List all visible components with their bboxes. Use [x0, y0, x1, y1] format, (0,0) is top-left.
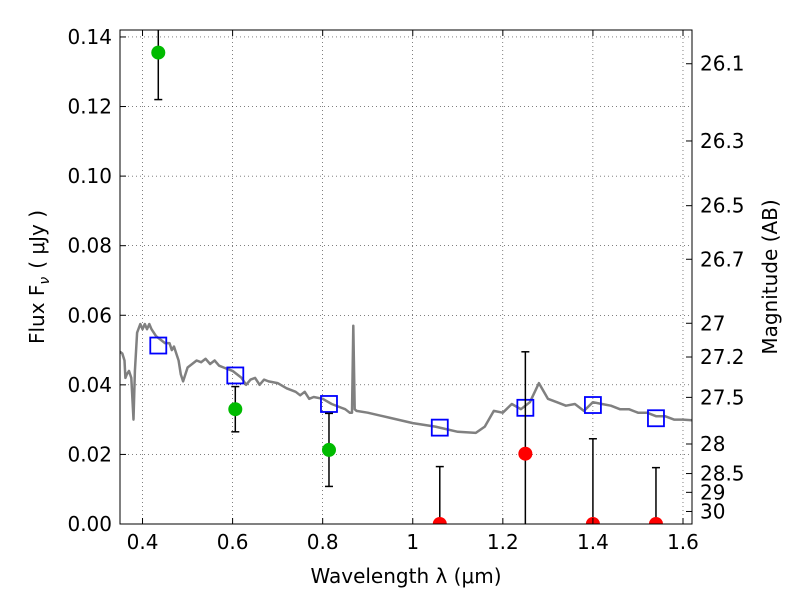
y-axis-label-right: Magnitude (AB): [758, 199, 782, 354]
y-tick-label: 0.12: [67, 95, 112, 119]
y-axis-label-left-unit: ( μJy ): [25, 210, 49, 269]
right-tick-label: 28: [700, 432, 725, 456]
y-tick-label: 0.06: [67, 303, 112, 327]
y-axis-label-left-main: Flux F: [25, 285, 49, 344]
x-tick-label: 1.2: [487, 530, 519, 554]
y-tick-label: 0.04: [67, 373, 112, 397]
model-photometry-square: [430, 418, 449, 437]
detection-point: [151, 45, 166, 60]
model-spectrum-line: [120, 322, 692, 435]
x-tick-label: 1: [406, 530, 419, 554]
model-photometry-square: [226, 366, 245, 385]
y-axis-label-left: Flux Fν ( μJy ): [25, 210, 53, 344]
y-tick-label: 0.00: [67, 512, 112, 536]
model-photometry-square: [647, 409, 665, 428]
right-tick-label: 26.7: [700, 247, 745, 271]
data-layer: [120, 30, 692, 524]
x-tick-label: 0.4: [127, 530, 159, 554]
x-tick-label: 0.6: [217, 530, 249, 554]
y-tick-label: 0.02: [67, 442, 112, 466]
model-photometry-square: [149, 336, 168, 355]
right-tick-label: 27.2: [700, 345, 745, 369]
plot-frame: [119, 29, 693, 525]
right-tick-label: 27: [700, 311, 725, 335]
y-tick-label: 0.14: [67, 25, 112, 49]
non-detection-point: [648, 517, 663, 524]
x-tick-label: 1.6: [667, 530, 699, 554]
right-tick-label: 26.5: [700, 194, 745, 218]
right-tick-label: 30: [700, 499, 725, 523]
x-axis-label: Wavelength λ (μm): [310, 564, 501, 588]
detection-point: [228, 402, 243, 417]
right-tick-label: 26.1: [700, 52, 745, 76]
right-tick-label: 28.5: [700, 462, 745, 486]
plot-background: [120, 30, 692, 524]
y-axis-label-left-sub: ν: [37, 277, 53, 285]
y-tick-label: 0.10: [67, 164, 112, 188]
model-photometry-square: [584, 396, 602, 414]
right-tick-label: 29: [700, 480, 725, 504]
non-detection-point: [518, 446, 533, 461]
right-tick-label: 27.5: [700, 385, 745, 409]
axes: 0.4 0.6 0.8 1 1.2 1.4 1.6 0.00 0.02 0.04 0.06 0.08 0…: [67, 25, 744, 554]
non-detection-point: [432, 517, 447, 524]
model-photometry-square: [320, 395, 338, 413]
detection-point: [321, 442, 336, 457]
x-tick-label: 0.8: [307, 530, 339, 554]
x-tick-label: 1.4: [577, 530, 609, 554]
y-tick-label: 0.08: [67, 234, 112, 258]
right-tick-label: 26.3: [700, 129, 745, 153]
